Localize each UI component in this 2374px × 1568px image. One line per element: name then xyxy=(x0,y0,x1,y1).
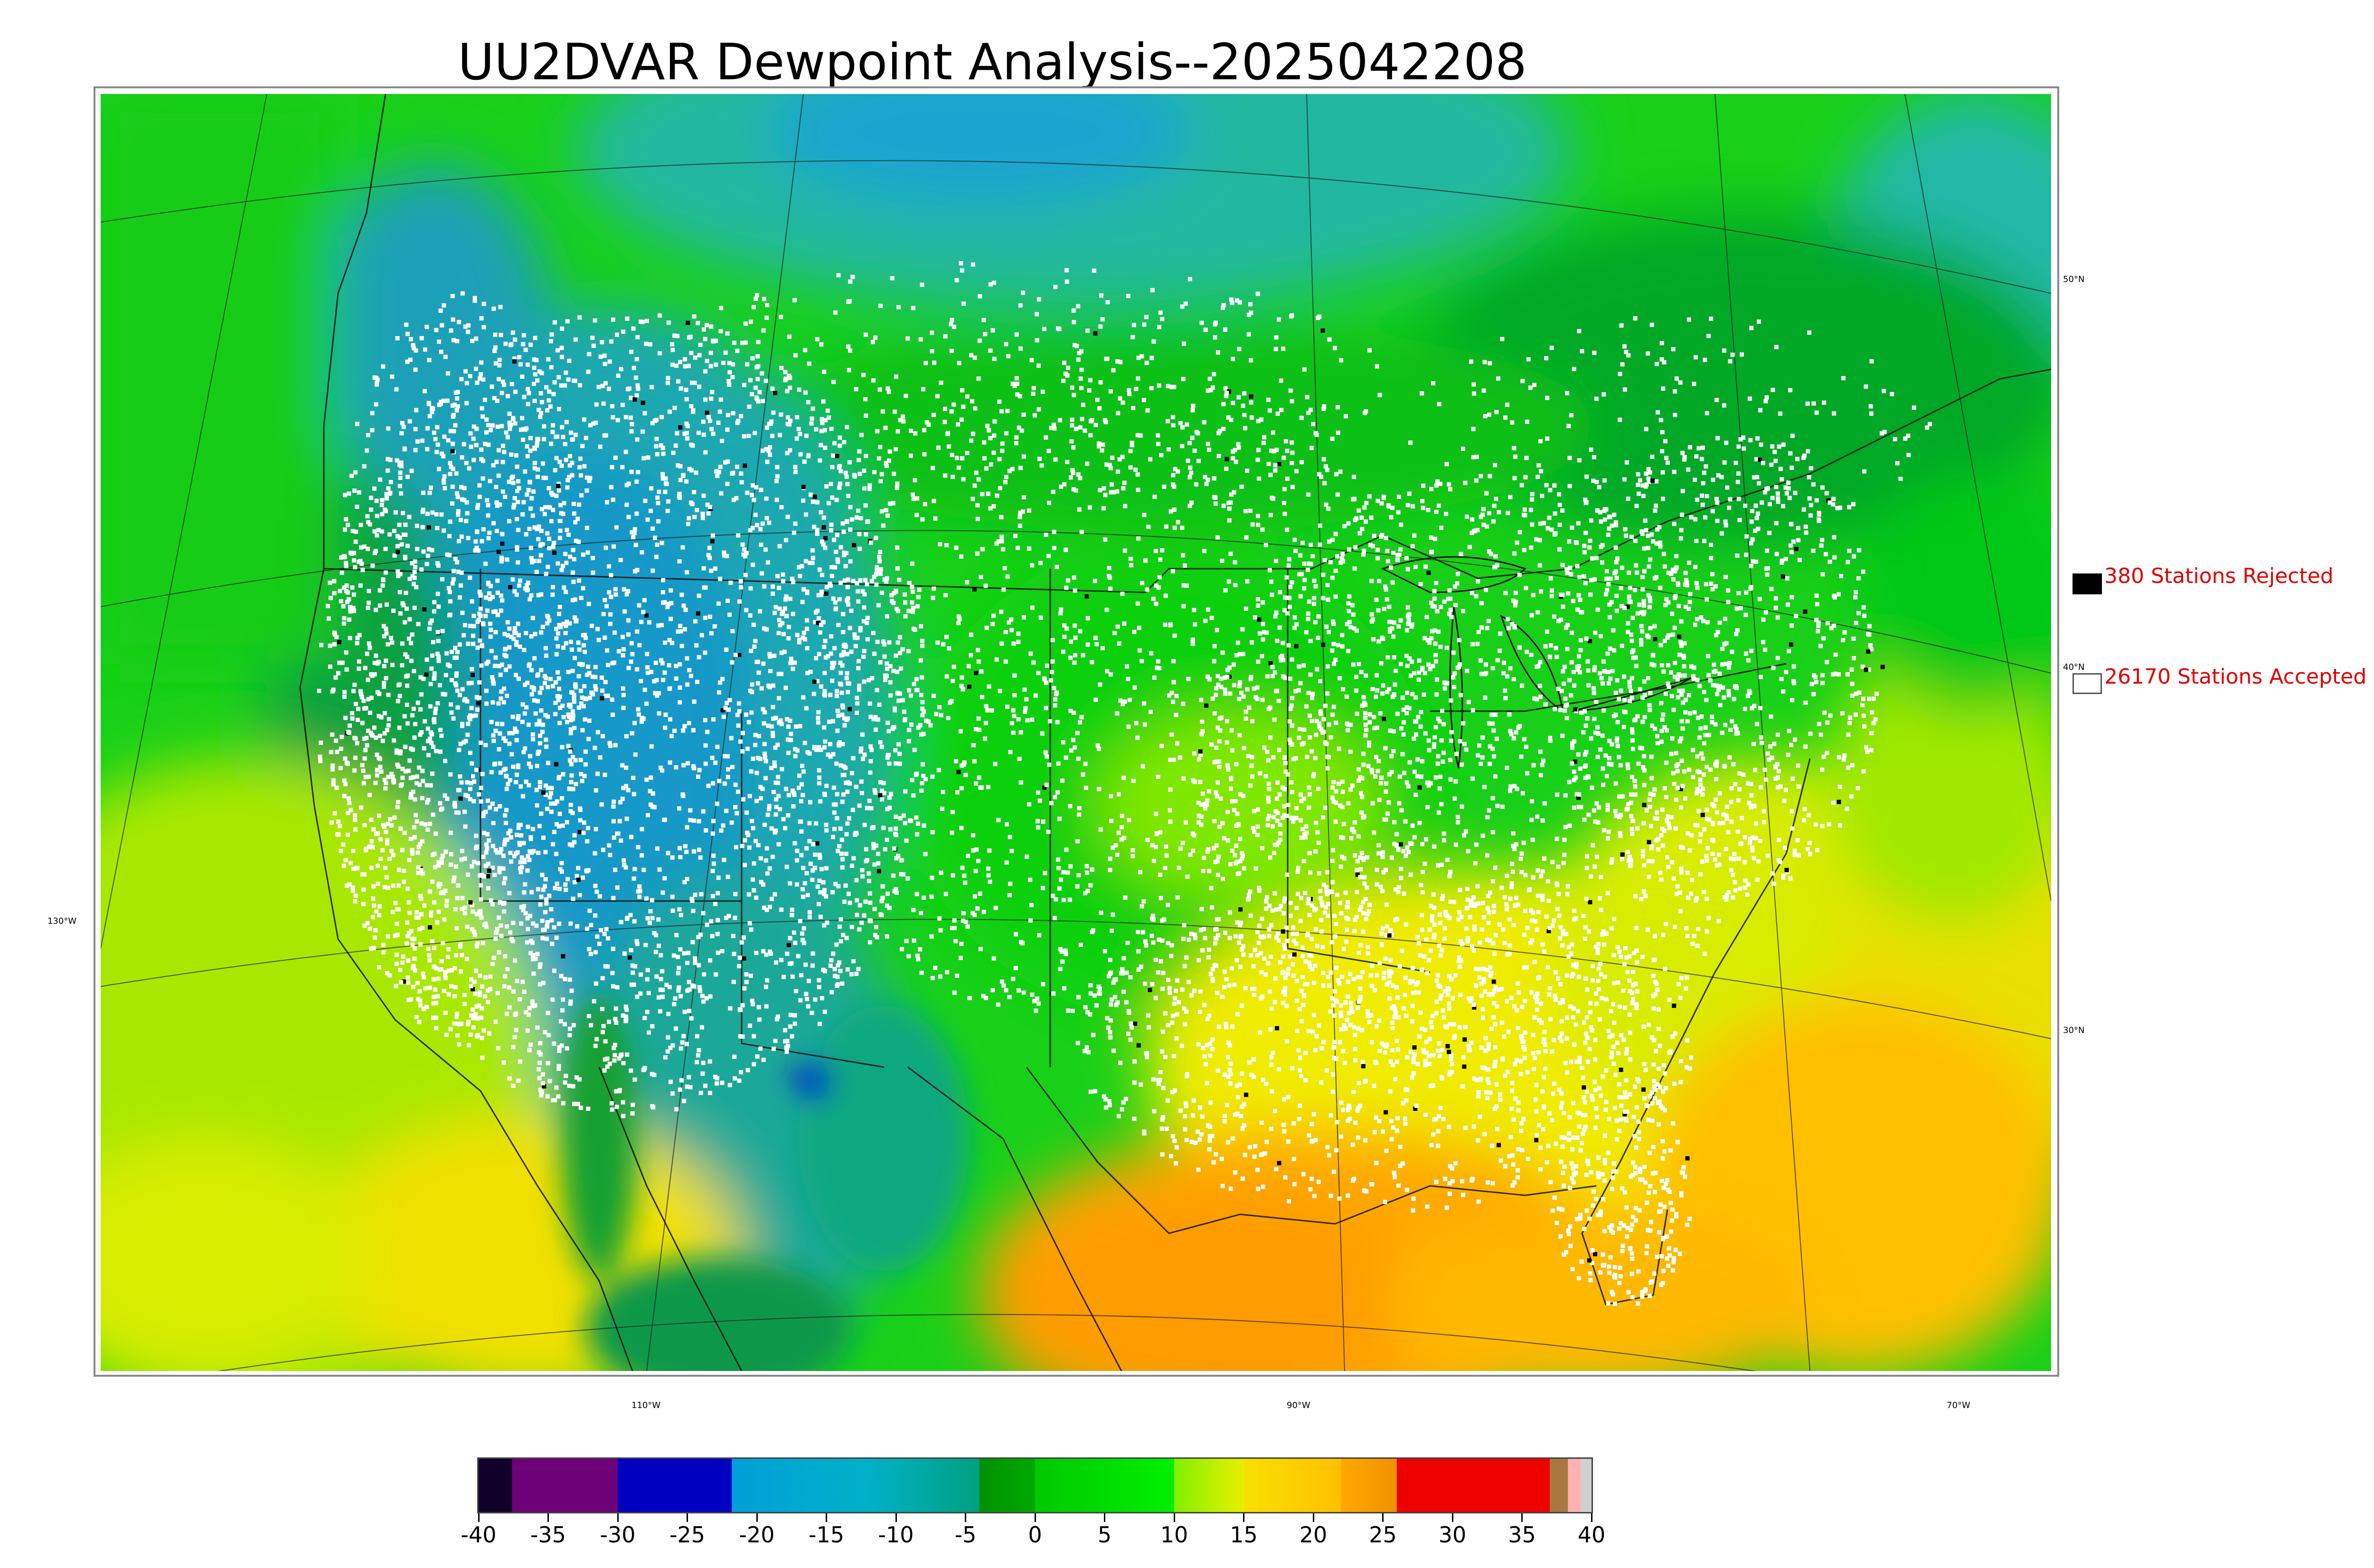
colorbar-tick-label: 40 xyxy=(1577,1522,1606,1548)
page-title: UU2DVAR Dewpoint Analysis--2025042208 xyxy=(458,33,1527,91)
colorbar-tick-label: 35 xyxy=(1508,1522,1536,1548)
colorbar-segment xyxy=(868,1459,980,1512)
colorbar-tick-label: -10 xyxy=(878,1522,914,1548)
colorbar-tick xyxy=(1382,1513,1384,1522)
colorbar-segment xyxy=(1580,1459,1592,1512)
colorbar-tick xyxy=(547,1513,549,1522)
lat-label-50n: 50°N xyxy=(2063,274,2085,284)
colorbar-tick-label: 10 xyxy=(1160,1522,1188,1548)
colorbar-segment xyxy=(732,1459,869,1512)
colorbar-tick xyxy=(1451,1513,1453,1522)
colorbar-tick xyxy=(756,1513,758,1522)
colorbar-segment xyxy=(1396,1459,1550,1512)
rejected-legend-swatch xyxy=(2073,573,2102,594)
colorbar-tick-label: -35 xyxy=(530,1522,566,1548)
colorbar-tick xyxy=(1591,1513,1592,1522)
colorbar-tick-label: -25 xyxy=(669,1522,706,1548)
colorbar-segment xyxy=(1244,1459,1342,1512)
dewpoint-map xyxy=(101,94,2051,1371)
accepted-legend-label: 26170 Stations Accepted xyxy=(2104,665,2367,689)
colorbar-tick xyxy=(687,1513,688,1522)
colorbar-segment xyxy=(618,1459,733,1512)
colorbar-tick xyxy=(965,1513,966,1522)
lon-label-70w: 70°W xyxy=(1947,1400,1970,1410)
lon-label-130w: 130°W xyxy=(47,916,77,926)
colorbar-tick xyxy=(1243,1513,1244,1522)
colorbar-tick xyxy=(1312,1513,1314,1522)
colorbar-tick xyxy=(1521,1513,1523,1522)
graticule xyxy=(101,94,2051,1371)
colorbar-tick xyxy=(1104,1513,1105,1522)
colorbar-tick xyxy=(1173,1513,1175,1522)
lat-label-30n: 30°N xyxy=(2063,1025,2085,1035)
colorbar-tick xyxy=(1034,1513,1036,1522)
colorbar-tick xyxy=(895,1513,897,1522)
colorbar-tick xyxy=(826,1513,827,1522)
colorbar-tick-label: -5 xyxy=(954,1522,977,1548)
colorbar-segment xyxy=(512,1459,618,1512)
station-markers xyxy=(317,261,1932,1306)
boundaries xyxy=(299,94,2051,1371)
colorbar-tick-label: -30 xyxy=(600,1522,636,1548)
colorbar-tick-label: 5 xyxy=(1097,1522,1112,1548)
colorbar-segment xyxy=(1568,1459,1581,1512)
colorbar-tick-label: 0 xyxy=(1028,1522,1042,1548)
colorbar-tick-label: -40 xyxy=(461,1522,497,1548)
rejected-legend-label: 380 Stations Rejected xyxy=(2104,564,2334,588)
colorbar-segment xyxy=(979,1459,1036,1512)
colorbar-segment xyxy=(1035,1459,1175,1512)
colorbar-tick-label: 20 xyxy=(1299,1522,1328,1548)
lat-label-40n: 40°N xyxy=(2063,662,2085,672)
colorbar-segment xyxy=(1174,1459,1244,1512)
colorbar-segment xyxy=(1550,1459,1568,1512)
colorbar-tick-label: -20 xyxy=(739,1522,775,1548)
colorbar-tick xyxy=(478,1513,480,1522)
colorbar-tick xyxy=(617,1513,619,1522)
lon-label-110w: 110°W xyxy=(631,1400,661,1410)
colorbar xyxy=(477,1457,1593,1513)
colorbar-tick-label: 15 xyxy=(1230,1522,1258,1548)
accepted-legend-swatch xyxy=(2073,673,2102,694)
colorbar-tick-label: 25 xyxy=(1369,1522,1397,1548)
colorbar-segment xyxy=(1341,1459,1397,1512)
lon-label-90w: 90°W xyxy=(1287,1400,1310,1410)
colorbar-tick-label: 30 xyxy=(1438,1522,1467,1548)
colorbar-tick-label: -15 xyxy=(808,1522,845,1548)
colorbar-segment xyxy=(479,1459,513,1512)
